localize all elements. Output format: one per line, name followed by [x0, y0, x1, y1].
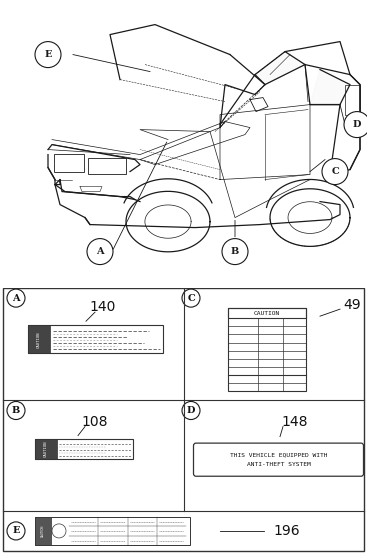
Text: B: B: [231, 247, 239, 256]
Text: A: A: [96, 247, 104, 256]
Bar: [228, 308, 306, 318]
Text: ANTI-THEFT SYSTEM: ANTI-THEFT SYSTEM: [247, 462, 310, 467]
Circle shape: [344, 111, 367, 137]
Text: E: E: [44, 50, 52, 59]
Text: D: D: [353, 120, 361, 129]
Text: E: E: [12, 526, 20, 535]
Bar: [35, 439, 133, 459]
Bar: [35, 517, 190, 545]
Text: 108: 108: [82, 414, 108, 429]
Circle shape: [35, 42, 61, 68]
Text: 140: 140: [90, 300, 116, 314]
Text: B: B: [12, 406, 20, 415]
Text: D: D: [187, 406, 195, 415]
Text: 196: 196: [274, 524, 300, 538]
Bar: [35, 439, 57, 459]
Polygon shape: [310, 70, 350, 105]
Text: CAUTION: CAUTION: [44, 440, 48, 457]
FancyBboxPatch shape: [193, 443, 363, 476]
Bar: [54, 153, 84, 172]
Circle shape: [7, 402, 25, 419]
Text: 49: 49: [343, 298, 361, 312]
Text: CAUTION: CAUTION: [37, 331, 41, 347]
Bar: [28, 325, 163, 353]
Text: 148: 148: [282, 414, 308, 429]
Polygon shape: [255, 52, 305, 85]
Text: CAUTION: CAUTION: [254, 311, 280, 316]
Circle shape: [7, 522, 25, 540]
Text: C: C: [187, 294, 195, 302]
Text: CAUTION: CAUTION: [41, 525, 45, 537]
Circle shape: [182, 402, 200, 419]
Bar: [35, 517, 51, 545]
Circle shape: [7, 289, 25, 307]
Bar: [345, 85, 360, 115]
Bar: [28, 325, 50, 353]
Bar: [88, 157, 126, 173]
Circle shape: [322, 158, 348, 184]
Text: A: A: [12, 294, 20, 302]
Circle shape: [182, 289, 200, 307]
Circle shape: [87, 239, 113, 265]
Circle shape: [222, 239, 248, 265]
Text: C: C: [331, 167, 339, 176]
Bar: [228, 308, 306, 392]
Text: THIS VEHICLE EQUIPPED WITH: THIS VEHICLE EQUIPPED WITH: [230, 452, 327, 457]
